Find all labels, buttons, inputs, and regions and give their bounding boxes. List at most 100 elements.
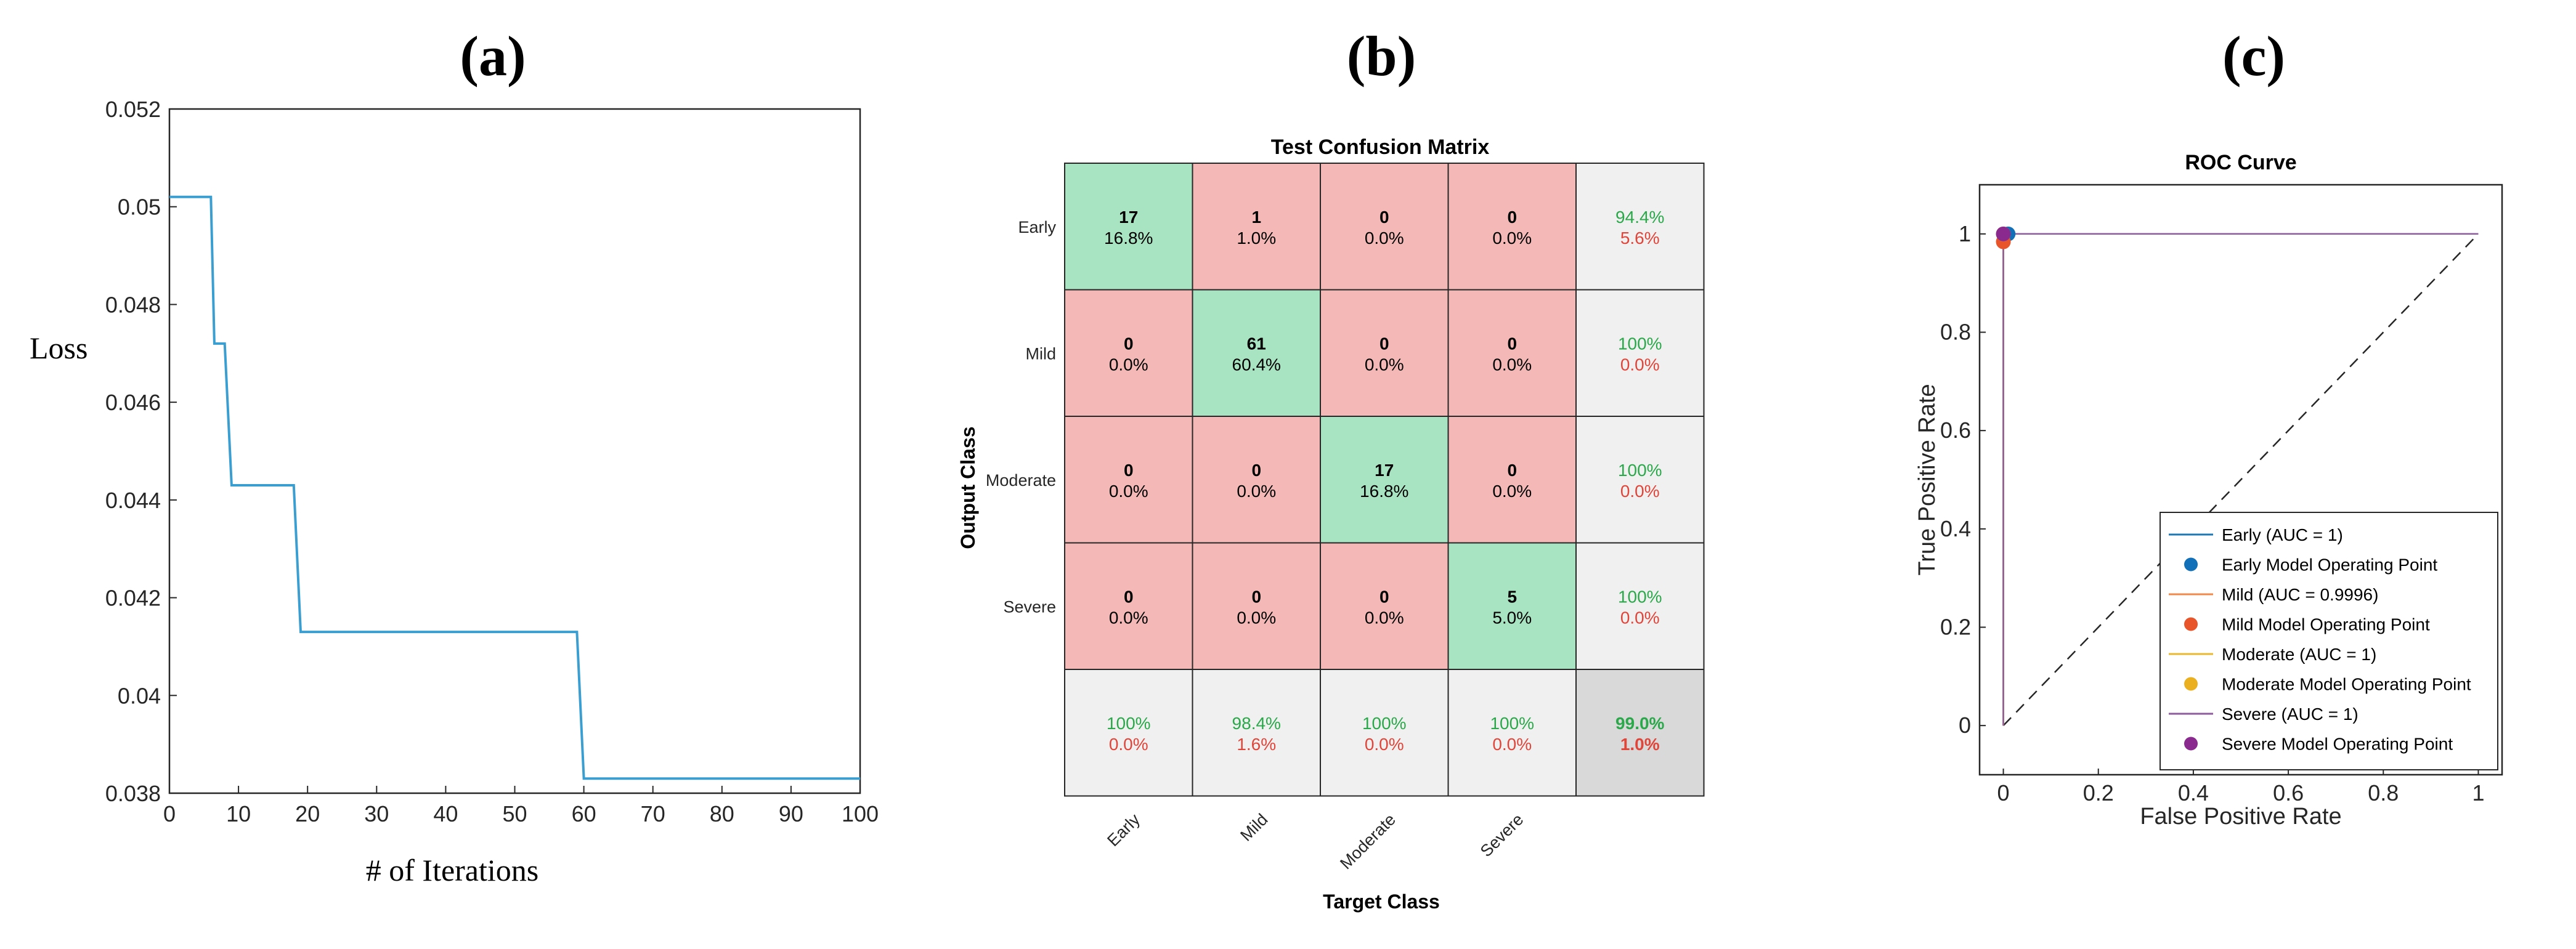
cm-row-precision: 94.4%	[1615, 208, 1664, 227]
cm-cell-incorrect	[1320, 542, 1449, 670]
loss-xlabel: # of Iterations	[366, 853, 538, 887]
cm-row-label: Early	[1018, 218, 1056, 236]
cm-row-error: 5.6%	[1620, 228, 1660, 248]
legend-dot-swatch	[2184, 557, 2198, 571]
cm-cell-incorrect	[1064, 542, 1193, 670]
cm-cell-count: 0	[1379, 334, 1389, 353]
cm-cell-count: 61	[1247, 334, 1266, 353]
legend-entry-label: Early (AUC = 1)	[2222, 525, 2343, 544]
cm-col-label: Early	[1103, 810, 1144, 850]
roc-ytick-label: 0.6	[1940, 418, 1971, 443]
cm-cell-percent: 0.0%	[1492, 355, 1532, 374]
cm-row-summary-cell	[1575, 163, 1705, 291]
cm-cell-percent: 16.8%	[1104, 228, 1153, 248]
roc-title: ROC Curve	[2185, 151, 2296, 174]
cm-col-label: Severe	[1477, 810, 1527, 861]
roc-ytick-label: 0.4	[1940, 516, 1971, 541]
cm-col-error: 0.0%	[1365, 735, 1404, 754]
roc-legend: Early (AUC = 1) Early Model Operating Poi…	[2160, 512, 2498, 770]
cm-cell-count: 0	[1507, 208, 1517, 227]
loss-xtick-label: 40	[433, 801, 458, 826]
cm-cell-correct	[1320, 416, 1449, 544]
loss-ytick-label: 0.048	[105, 292, 161, 317]
cm-col-label: Moderate	[1336, 810, 1399, 873]
loss-series-line	[169, 195, 860, 780]
roc-ytick-label: 1	[1959, 221, 1971, 246]
cm-row-summary-cell	[1575, 289, 1705, 417]
legend-dot-swatch	[2184, 677, 2198, 691]
loss-ytick-label: 0.05	[118, 195, 161, 220]
panel-label-c: (c)	[2222, 25, 2285, 87]
cm-cell-percent: 0.0%	[1109, 355, 1148, 374]
loss-ytick-label: 0.038	[105, 781, 161, 806]
roc-xtick-label: 0.6	[2273, 780, 2304, 806]
loss-xtick-label: 0	[163, 801, 176, 826]
cm-row-error: 0.0%	[1620, 482, 1660, 501]
roc-xlabel: False Positive Rate	[2140, 804, 2341, 830]
cm-col-label: Mild	[1237, 810, 1271, 845]
cm-overall-error: 1.0%	[1620, 735, 1660, 754]
cm-cell-percent: 1.0%	[1237, 228, 1276, 248]
legend-entry-label: Moderate Model Operating Point	[2222, 675, 2471, 694]
cm-cell-correct	[1447, 542, 1577, 670]
loss-xtick-label: 80	[710, 801, 734, 826]
cm-cell-incorrect	[1192, 416, 1321, 544]
cm-cell-correct	[1192, 289, 1321, 417]
loss-ytick-label: 0.046	[105, 390, 161, 415]
confusion-xlabel: Target Class	[1323, 890, 1440, 913]
legend-dot-swatch	[2184, 617, 2198, 631]
cm-cell-count: 0	[1251, 587, 1261, 606]
cm-cell-percent: 0.0%	[1365, 608, 1404, 627]
loss-xtick-label: 100	[842, 801, 879, 826]
cm-row-error: 0.0%	[1620, 355, 1660, 374]
panel-label-b: (b)	[1347, 25, 1416, 87]
cm-cell-count: 17	[1119, 208, 1138, 227]
cm-cell-incorrect	[1320, 163, 1449, 291]
cm-col-recall: 98.4%	[1232, 714, 1281, 733]
cm-cell-count: 0	[1507, 461, 1517, 480]
cm-cell-incorrect	[1447, 289, 1577, 417]
loss-ticks: 0 10 20 30 40 50 60 70 80 90 100 0.038 0.04 0.042 0.04…	[105, 97, 879, 826]
loss-plot-frame	[168, 108, 861, 794]
roc-xtick-label: 0.4	[2178, 780, 2209, 806]
roc-ytick-label: 0.8	[1940, 320, 1971, 345]
loss-xtick-label: 50	[502, 801, 527, 826]
legend-entry-label: Early Model Operating Point	[2222, 555, 2437, 575]
cm-cell-incorrect	[1192, 542, 1321, 670]
cm-cell-percent: 0.0%	[1365, 355, 1404, 374]
confusion-matrix-title: Test Confusion Matrix	[1271, 135, 1490, 159]
loss-xtick-label: 20	[295, 801, 320, 826]
loss-xtick-label: 70	[641, 801, 665, 826]
cm-col-error: 1.6%	[1237, 735, 1276, 754]
cm-cell-count: 0	[1507, 334, 1517, 353]
cm-cell-incorrect	[1320, 289, 1449, 417]
confusion-matrix-cells: 1716.8%11.0%00.0%00.0%94.4%5.6%Early00.0…	[986, 163, 1705, 873]
cm-cell-percent: 0.0%	[1492, 482, 1532, 501]
cm-cell-count: 0	[1251, 461, 1261, 480]
roc-operating-points	[1996, 226, 2016, 249]
panel-label-a: (a)	[460, 25, 526, 87]
cm-cell-count: 0	[1124, 461, 1134, 480]
loss-xtick-label: 60	[572, 801, 596, 826]
cm-col-recall: 100%	[1107, 714, 1151, 733]
cm-col-summary-cell	[1447, 669, 1577, 797]
cm-row-label: Moderate	[986, 471, 1056, 490]
cm-cell-incorrect	[1447, 416, 1577, 544]
roc-ytick-label: 0.2	[1940, 615, 1971, 640]
cm-col-recall: 100%	[1362, 714, 1407, 733]
cm-col-error: 0.0%	[1109, 735, 1148, 754]
roc-legend-box	[2160, 512, 2498, 770]
cm-col-summary-cell	[1064, 669, 1193, 797]
cm-cell-correct	[1064, 163, 1193, 291]
cm-cell-incorrect	[1064, 416, 1193, 544]
cm-cell-percent: 16.8%	[1360, 482, 1408, 501]
roc-chance-line	[2002, 233, 2479, 727]
cm-cell-percent: 0.0%	[1365, 228, 1404, 248]
cm-row-label: Mild	[1025, 344, 1056, 363]
cm-row-precision: 100%	[1618, 461, 1662, 480]
cm-cell-percent: 0.0%	[1109, 482, 1148, 501]
cm-cell-incorrect	[1064, 289, 1193, 417]
cm-cell-incorrect	[1192, 163, 1321, 291]
cm-cell-count: 1	[1251, 208, 1261, 227]
cm-cell-count: 17	[1375, 461, 1394, 480]
